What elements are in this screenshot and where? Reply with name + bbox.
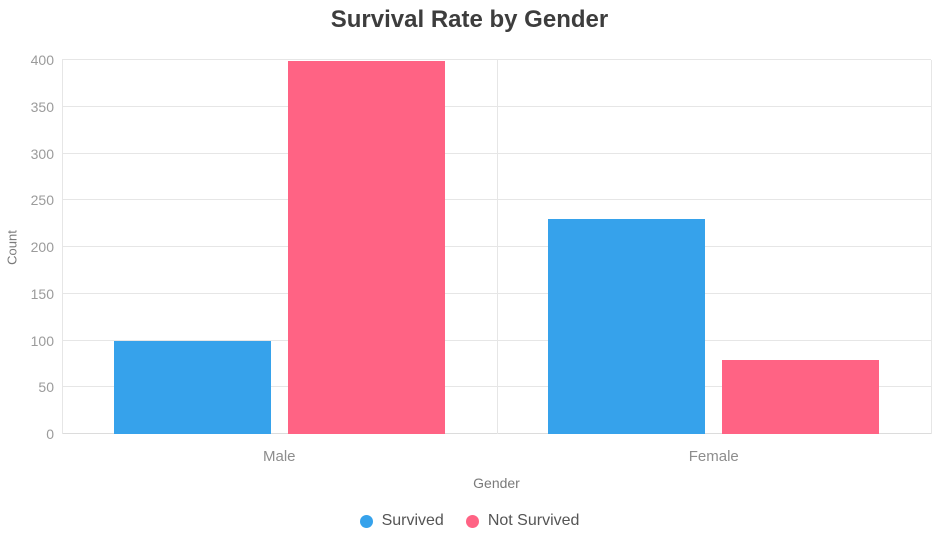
gridline-horizontal (62, 59, 931, 60)
y-tick-label: 100 (30, 332, 54, 349)
gridlines (62, 59, 932, 434)
gridline-vertical (931, 60, 932, 434)
bar-male-survived[interactable] (113, 341, 271, 434)
y-tick-label: 50 (38, 379, 54, 396)
legend-color-dot (359, 514, 373, 528)
bar-female-survived[interactable] (548, 218, 706, 434)
plot-area (62, 59, 932, 434)
chart-title: Survival Rate by Gender (330, 6, 609, 33)
y-tick-label: 0 (46, 426, 54, 442)
chart-legend: Survived Not Survived (0, 512, 939, 530)
gridline-vertical (496, 60, 498, 434)
legend-label: Not Survived (487, 512, 580, 529)
legend-item-survived[interactable]: Survived (359, 512, 444, 530)
legend-item-not-survived[interactable]: Not Survived (465, 512, 580, 530)
x-category-label-male: Male (262, 448, 296, 465)
bar-female-not-survived[interactable] (722, 360, 880, 434)
y-tick-label: 200 (30, 239, 54, 255)
y-axis-ticks: 0 50 100 150 200 250 300 350 400 (0, 53, 54, 441)
legend-label: Survived (381, 512, 444, 529)
legend-color-dot (465, 514, 479, 528)
y-tick-label: 400 (30, 52, 54, 68)
bars-layer (62, 60, 931, 434)
bar-group-male (62, 60, 497, 434)
y-tick-label: 300 (30, 145, 54, 162)
y-tick-label: 350 (30, 98, 54, 115)
bar-group-female (497, 60, 932, 434)
x-category-label-female: Female (688, 448, 739, 465)
y-tick-label: 250 (30, 192, 54, 209)
x-axis-labels: Male Female (62, 448, 931, 465)
x-axis-title: Gender (473, 475, 520, 491)
bar-male-not-survived[interactable] (287, 60, 445, 434)
gridline-vertical (62, 60, 63, 434)
y-tick-label: 150 (30, 285, 54, 302)
